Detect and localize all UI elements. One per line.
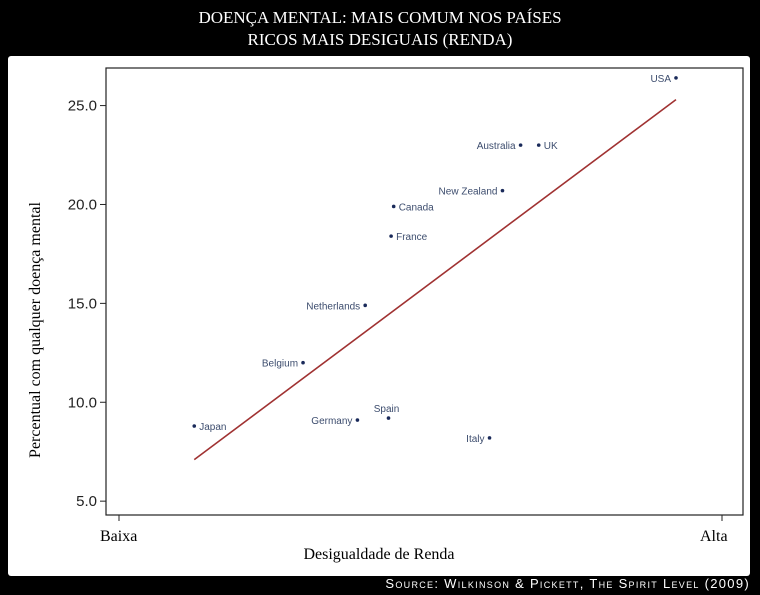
- y-tick-label: 10.0: [68, 394, 97, 411]
- chart-title-line-1: DOENÇA MENTAL: MAIS COMUM NOS PAÍSES: [198, 8, 562, 27]
- point-label: UK: [544, 141, 558, 152]
- data-point: [355, 418, 360, 422]
- data-point: [674, 76, 678, 80]
- point-label: Netherlands: [306, 301, 360, 312]
- data-point: [192, 424, 197, 428]
- y-tick-label: 15.0: [68, 295, 97, 312]
- point-label: Australia: [477, 141, 516, 152]
- data-point: [391, 204, 396, 209]
- chart-title-line-2: RICOS MAIS DESIGUAIS (RENDA): [247, 30, 513, 49]
- data-point: [386, 416, 391, 420]
- point-label: Spain: [374, 404, 400, 415]
- x-axis-label: Desigualdade de Renda: [303, 546, 455, 563]
- x-axis-low-label: Baixa: [100, 528, 138, 545]
- trend-line: [193, 99, 677, 461]
- point-label: Belgium: [262, 359, 298, 370]
- y-tick-label: 20.0: [68, 196, 97, 213]
- y-tick-label: 25.0: [68, 98, 97, 115]
- scatter-plot: 5.0 10.0 15.0 20.0 25.0 Japan Belgium Netherlan…: [68, 67, 744, 521]
- data-point: [518, 143, 523, 147]
- data-point: [389, 234, 393, 238]
- y-axis-label: Percentual com qualquer doença mental: [27, 202, 44, 458]
- data-point: [536, 143, 541, 147]
- data-point: [301, 360, 305, 365]
- point-label: New Zealand: [439, 187, 498, 198]
- point-label: France: [396, 232, 428, 243]
- point-label: Canada: [399, 202, 434, 213]
- point-label: Germany: [311, 416, 352, 427]
- x-axis-high-label: Alta: [700, 528, 728, 545]
- y-tick-label: 5.0: [76, 493, 97, 510]
- source-credit: Source: Wilkinson & Pickett, The Spirit …: [385, 576, 750, 591]
- point-label: USA: [650, 74, 671, 85]
- data-point: [363, 303, 368, 308]
- point-label: Japan: [199, 422, 226, 433]
- point-label: Italy: [466, 434, 484, 445]
- data-point: [500, 188, 505, 193]
- data-point: [487, 436, 492, 440]
- chart-panel: 5.0 10.0 15.0 20.0 25.0 Japan Belgium Netherlan…: [8, 56, 750, 576]
- plot-frame: [105, 67, 744, 516]
